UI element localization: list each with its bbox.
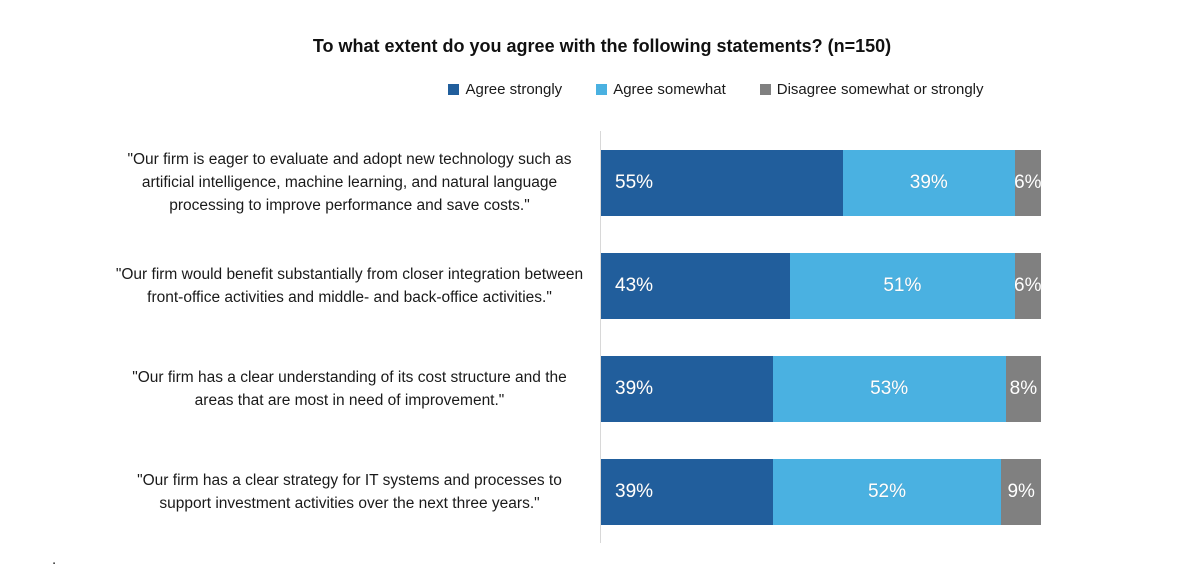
bar-segment-label: 39% — [909, 171, 948, 193]
legend-label: Agree somewhat — [613, 81, 726, 98]
row-plot: 43% 51% 6% — [600, 234, 1204, 337]
bar: 39% 52% 9% — [601, 458, 1041, 525]
category-label: "Our firm has a clear strategy for IT sy… — [137, 471, 562, 512]
legend-swatch-icon — [759, 84, 771, 95]
chart-title: To what extent do you agree with the fol… — [312, 36, 892, 56]
legend-swatch-icon — [448, 84, 460, 95]
chart-row: "Our firm has a clear understanding of i… — [0, 337, 1204, 440]
bar-segment: 55% — [601, 149, 843, 216]
bar-segment: 53% — [772, 355, 1006, 422]
bar-segment-label: 43% — [615, 274, 654, 296]
chart-row: "Our firm is eager to evaluate and adopt… — [0, 131, 1204, 234]
legend-swatch-icon — [596, 84, 608, 95]
bar-segment: 39% — [601, 355, 773, 422]
chart-row: "Our firm has a clear strategy for IT sy… — [0, 440, 1204, 543]
legend-label: Disagree somewhat or strongly — [776, 81, 984, 98]
bar-segment-label: 39% — [615, 480, 654, 502]
footnote-dot: . — [52, 551, 57, 568]
bar-segment: 52% — [772, 458, 1002, 525]
bar-segment: 9% — [1001, 458, 1041, 525]
bar: 43% 51% 6% — [601, 252, 1042, 319]
row-plot: 39% 52% 9% — [600, 440, 1204, 543]
bar-segment-label: 52% — [867, 480, 906, 502]
bar-segment-label: 6% — [1014, 274, 1042, 296]
chart-legend: Agree strongly Agree somewhat Disagree som… — [114, 81, 1204, 98]
bar-segment-label: 6% — [1014, 171, 1042, 193]
category-label: "Our firm is eager to evaluate and adopt… — [127, 151, 572, 214]
bar-segment: 39% — [843, 149, 1015, 216]
row-plot: 55% 39% 6% — [600, 131, 1204, 234]
bar-segment: 6% — [1014, 252, 1042, 319]
category-label: "Our firm would benefit substantially fr… — [115, 265, 584, 306]
bar-segment: 39% — [601, 458, 773, 525]
bar-segment: 43% — [601, 252, 791, 319]
legend-label: Agree strongly — [465, 81, 563, 98]
bar-segment: 8% — [1005, 355, 1041, 422]
bar-segment-label: 53% — [870, 377, 909, 399]
chart-row: "Our firm would benefit substantially fr… — [0, 234, 1204, 337]
bar-segment: 6% — [1014, 149, 1042, 216]
bar-segment: 51% — [790, 252, 1015, 319]
legend-item: Disagree somewhat or strongly — [759, 81, 984, 98]
row-plot: 39% 53% 8% — [600, 337, 1204, 440]
bar-segment-label: 39% — [615, 377, 654, 399]
legend-item: Agree somewhat — [596, 81, 726, 98]
category-label: "Our firm has a clear understanding of i… — [132, 368, 567, 409]
legend-item: Agree strongly — [448, 81, 562, 98]
bar-segment-label: 8% — [1009, 377, 1038, 399]
bar-segment-label: 55% — [615, 171, 654, 193]
bar: 55% 39% 6% — [601, 149, 1042, 216]
bar-segment-label: 51% — [883, 274, 922, 296]
bar: 39% 53% 8% — [601, 355, 1041, 422]
chart-plot-area: "Our firm is eager to evaluate and adopt… — [0, 131, 1204, 543]
bar-segment-label: 9% — [1007, 480, 1035, 502]
